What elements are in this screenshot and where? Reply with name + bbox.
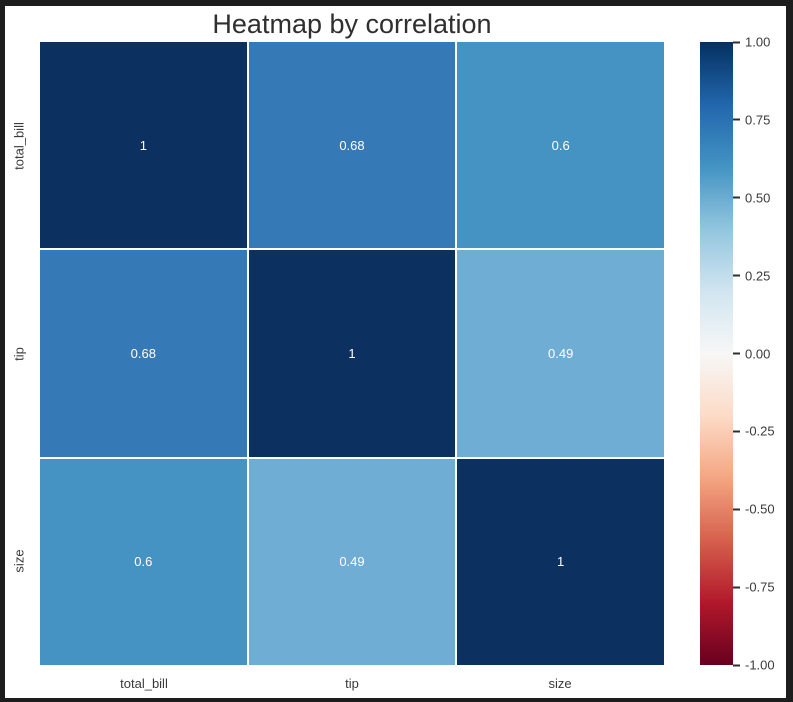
colorbar-gradient <box>700 42 733 665</box>
colorbar-tick: 0.75 <box>733 112 770 127</box>
colorbar-tick: 0.25 <box>733 268 770 283</box>
tick-mark <box>733 664 740 666</box>
heatmap-cell-tip-size: 0.49 <box>457 250 664 457</box>
colorbar-tick-label: 0.75 <box>745 112 771 128</box>
x-tick-label-size: size <box>548 676 572 691</box>
heatmap-cell-total_bill-tip: 0.68 <box>248 42 456 249</box>
colorbar-tick-label: -0.75 <box>745 579 775 595</box>
colorbar-tick: 0.00 <box>733 346 770 361</box>
heatmap-grid: 1 0.68 0.6 0.68 1 0.49 0.6 0.49 1 <box>40 42 664 665</box>
heatmap-cell-tip-tip: 1 <box>248 250 456 457</box>
colorbar-tick-label: 0.00 <box>745 346 771 361</box>
y-tick-label-size: size <box>11 549 27 573</box>
colorbar-tick: -0.25 <box>733 424 775 439</box>
colorbar-ticks: 1.00 0.75 0.50 0.25 0.00 -0.25 -0.50 -0.… <box>733 35 786 673</box>
colorbar-tick: 0.50 <box>733 190 770 205</box>
figure-canvas: Heatmap by correlation 1 0.68 0.6 0.68 1… <box>5 6 786 698</box>
colorbar-tick: 1.00 <box>733 35 770 50</box>
tick-mark <box>733 586 740 589</box>
colorbar-tick-label: 0.25 <box>745 268 771 284</box>
colorbar-tick: -0.75 <box>733 580 775 595</box>
heatmap-cell-size-total_bill: 0.6 <box>40 458 247 665</box>
colorbar-tick-label: -1.00 <box>745 657 775 673</box>
heatmap-cell-total_bill-size: 0.6 <box>457 42 664 249</box>
tick-mark <box>733 41 740 43</box>
colorbar-tick-label: -0.50 <box>745 501 775 517</box>
x-tick-label-total_bill: total_bill <box>120 676 168 691</box>
colorbar-tick-label: 1.00 <box>745 34 771 50</box>
x-tick-label-tip: tip <box>345 676 359 691</box>
y-axis-tick-labels: total_bill tip size <box>5 42 40 665</box>
colorbar-tick-label: -0.25 <box>745 423 775 439</box>
y-tick-label-total_bill: total_bill <box>11 122 27 170</box>
tick-mark <box>733 274 740 277</box>
heatmap-cell-total_bill-total_bill: 1 <box>40 42 247 249</box>
colorbar-tick-label: 0.50 <box>745 190 771 206</box>
tick-mark <box>733 118 740 121</box>
colorbar-tick: -1.00 <box>733 658 775 673</box>
chart-title: Heatmap by correlation <box>212 9 492 39</box>
y-tick-label-tip: tip <box>11 347 27 361</box>
x-axis-tick-labels: total_bill tip size <box>40 676 664 691</box>
tick-mark <box>733 430 740 433</box>
tick-mark <box>733 352 740 355</box>
heatmap-cell-tip-total_bill: 0.68 <box>40 250 247 457</box>
heatmap-cell-size-tip: 0.49 <box>248 458 456 665</box>
heatmap-cell-size-size: 1 <box>457 458 664 665</box>
colorbar-tick: -0.50 <box>733 502 775 517</box>
tick-mark <box>733 196 740 199</box>
tick-mark <box>733 508 740 511</box>
